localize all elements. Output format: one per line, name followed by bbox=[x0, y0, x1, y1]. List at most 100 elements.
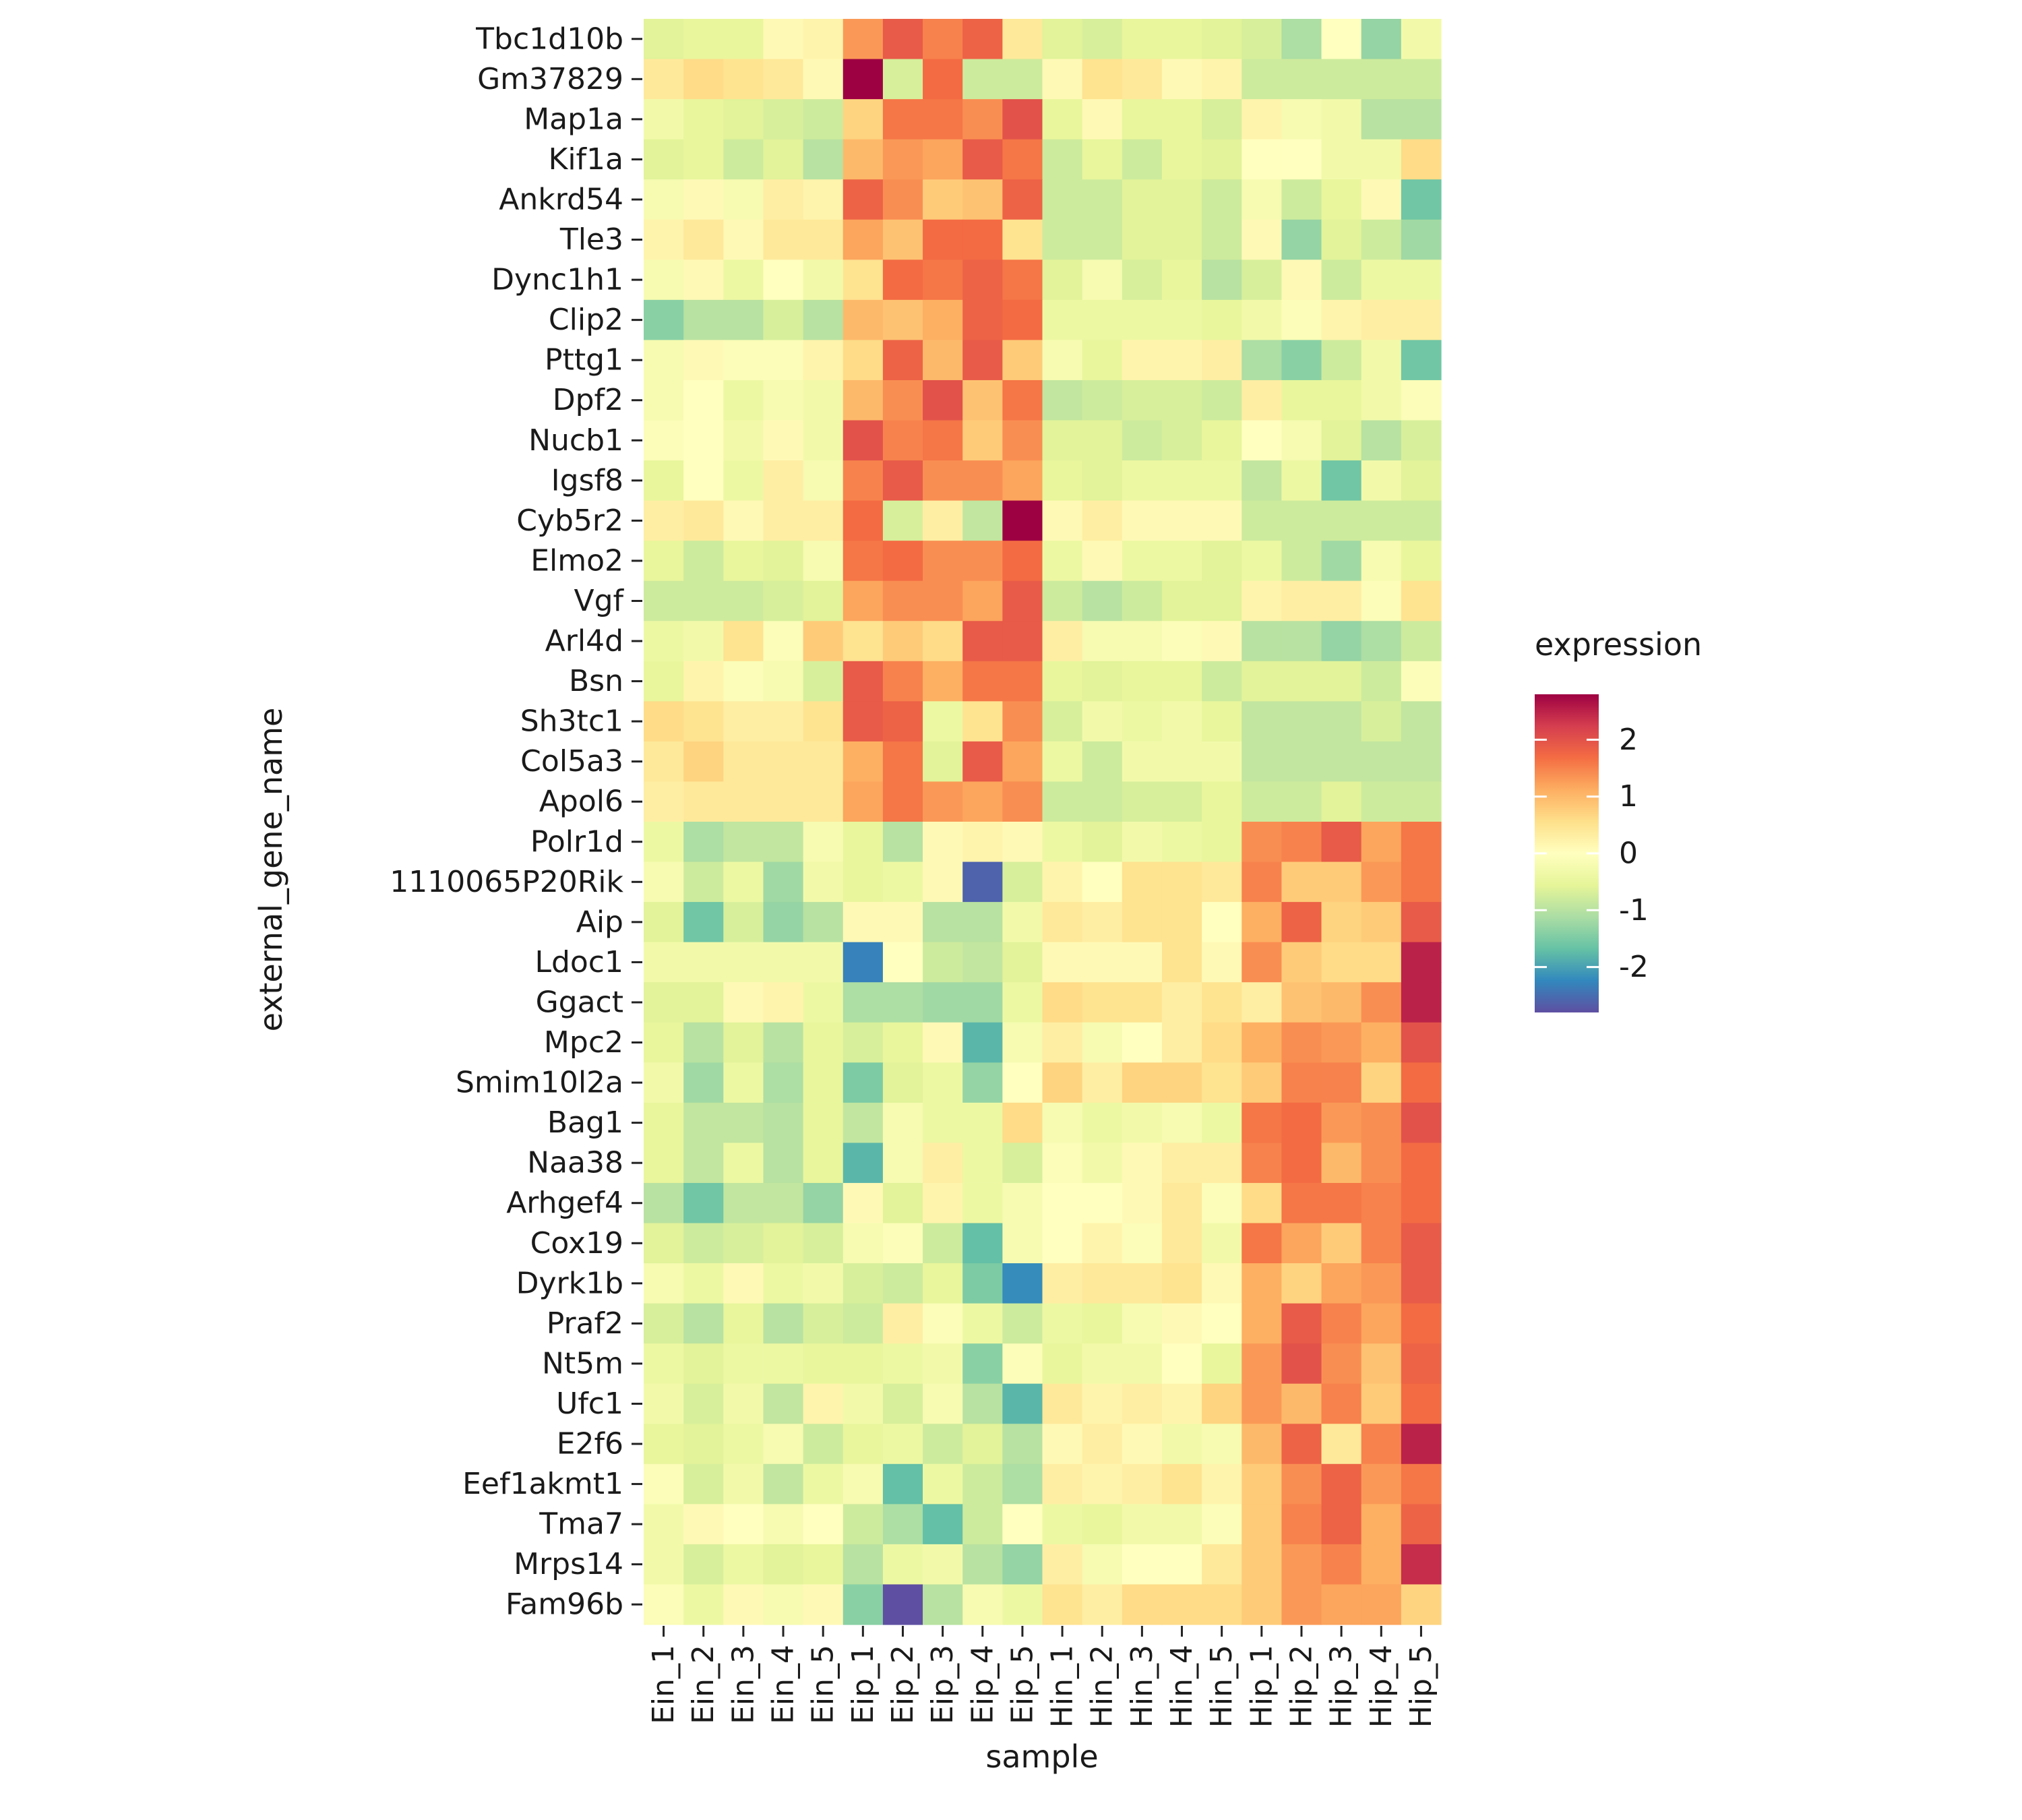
heatmap-cell bbox=[1082, 1062, 1123, 1103]
heatmap-cell bbox=[1361, 1424, 1402, 1465]
heatmap-cell bbox=[923, 1062, 963, 1103]
heatmap-cell bbox=[644, 1062, 684, 1103]
heatmap-cell bbox=[842, 1062, 884, 1103]
heatmap-cell bbox=[1361, 1062, 1402, 1103]
heatmap-cell bbox=[763, 861, 804, 903]
heatmap-cell bbox=[1401, 500, 1442, 541]
heatmap-cell bbox=[1401, 1102, 1442, 1143]
heatmap-cell bbox=[763, 1182, 804, 1224]
legend-tick-label: -1 bbox=[1619, 893, 1649, 928]
heatmap-cell bbox=[1361, 1102, 1402, 1143]
heatmap-cell bbox=[1401, 861, 1442, 903]
colorbar-legend: expression 2 1 0 -1 -2 bbox=[1535, 626, 1702, 1012]
heatmap-cell bbox=[1321, 1463, 1362, 1505]
heatmap-cell bbox=[723, 1303, 764, 1344]
heatmap-cell bbox=[763, 1223, 804, 1264]
heatmap-cell bbox=[1122, 1223, 1163, 1264]
heatmap-cell bbox=[1161, 59, 1202, 100]
heatmap-cell bbox=[1242, 460, 1282, 502]
heatmap-cell bbox=[803, 580, 844, 621]
heatmap-cell bbox=[1082, 661, 1123, 702]
heatmap-cell bbox=[882, 1182, 923, 1224]
heatmap-cell bbox=[882, 580, 923, 621]
heatmap-cell bbox=[1042, 299, 1083, 340]
heatmap-cell bbox=[683, 1102, 724, 1143]
heatmap-cell bbox=[683, 1584, 724, 1625]
heatmap-cell bbox=[1401, 1584, 1442, 1625]
heatmap-cell bbox=[1082, 982, 1123, 1023]
heatmap-cell bbox=[962, 621, 1003, 662]
heatmap-cell bbox=[803, 541, 844, 582]
heatmap-cell bbox=[1281, 982, 1322, 1023]
heatmap-cell bbox=[1002, 1544, 1043, 1585]
heatmap-cell bbox=[1401, 1343, 1442, 1385]
heatmap-cell bbox=[763, 1343, 804, 1385]
heatmap-cell bbox=[882, 541, 923, 582]
x-tick-label: Eip_5 bbox=[1005, 1645, 1039, 1724]
heatmap-cell bbox=[1002, 861, 1043, 903]
heatmap-cell bbox=[1082, 580, 1123, 621]
heatmap-cell bbox=[842, 541, 884, 582]
heatmap-cell bbox=[1122, 621, 1163, 662]
heatmap-cell bbox=[962, 340, 1003, 381]
heatmap-cell bbox=[923, 260, 963, 301]
y-tick-label: Sh3tc1 bbox=[520, 704, 623, 739]
heatmap-cell bbox=[1161, 942, 1202, 983]
heatmap-cell bbox=[962, 541, 1003, 582]
heatmap-cell bbox=[923, 1263, 963, 1304]
heatmap-cell bbox=[1242, 580, 1282, 621]
heatmap-cell bbox=[683, 1303, 724, 1344]
heatmap-cell bbox=[882, 1463, 923, 1505]
heatmap-cell bbox=[683, 380, 724, 421]
heatmap-cell bbox=[842, 219, 884, 260]
heatmap-cell bbox=[1361, 982, 1402, 1023]
heatmap-cell bbox=[882, 1102, 923, 1143]
heatmap-cell bbox=[1161, 1383, 1202, 1424]
heatmap-cell bbox=[882, 661, 923, 702]
y-tick-label: Arhgef4 bbox=[506, 1186, 623, 1220]
heatmap-cell bbox=[923, 1022, 963, 1063]
heatmap-cell bbox=[644, 1343, 684, 1385]
heatmap-cell bbox=[1401, 1544, 1442, 1585]
heatmap-cell bbox=[1042, 902, 1083, 943]
heatmap-cell bbox=[1122, 179, 1163, 220]
heatmap-cell bbox=[1002, 1223, 1043, 1264]
heatmap-cell bbox=[1122, 460, 1163, 502]
heatmap-cell bbox=[683, 260, 724, 301]
heatmap-cell bbox=[1161, 1343, 1202, 1385]
heatmap-cell bbox=[842, 661, 884, 702]
heatmap-cell bbox=[882, 260, 923, 301]
heatmap-cell bbox=[1161, 1504, 1202, 1545]
heatmap-cell bbox=[882, 942, 923, 983]
heatmap-cell bbox=[962, 942, 1003, 983]
heatmap-cell bbox=[1082, 19, 1123, 60]
heatmap-cell bbox=[683, 219, 724, 260]
heatmap-cell bbox=[644, 822, 684, 863]
heatmap-cell bbox=[882, 1263, 923, 1304]
heatmap-cell bbox=[763, 1504, 804, 1545]
heatmap-cell bbox=[1401, 1504, 1442, 1545]
heatmap-cell bbox=[1281, 1022, 1322, 1063]
heatmap-cell bbox=[962, 500, 1003, 541]
heatmap-cell bbox=[763, 741, 804, 783]
heatmap-cell bbox=[882, 1223, 923, 1264]
heatmap-cell bbox=[962, 1022, 1003, 1063]
heatmap-cell bbox=[1281, 1544, 1322, 1585]
heatmap-cell bbox=[803, 942, 844, 983]
y-tick-label: Smim10l2a bbox=[456, 1066, 623, 1100]
heatmap-cell bbox=[683, 822, 724, 863]
heatmap-cell bbox=[962, 99, 1003, 140]
heatmap-cell bbox=[803, 179, 844, 220]
heatmap-cell bbox=[803, 1182, 844, 1224]
heatmap-cell bbox=[842, 299, 884, 340]
y-tick-label: Dync1h1 bbox=[491, 263, 623, 297]
heatmap-cell bbox=[1401, 541, 1442, 582]
heatmap-cell bbox=[763, 902, 804, 943]
heatmap-cell bbox=[1082, 1584, 1123, 1625]
heatmap-cell bbox=[723, 19, 764, 60]
heatmap-cell bbox=[763, 299, 804, 340]
heatmap-cell bbox=[962, 179, 1003, 220]
heatmap-cell bbox=[923, 340, 963, 381]
heatmap-cell bbox=[1042, 1062, 1083, 1103]
